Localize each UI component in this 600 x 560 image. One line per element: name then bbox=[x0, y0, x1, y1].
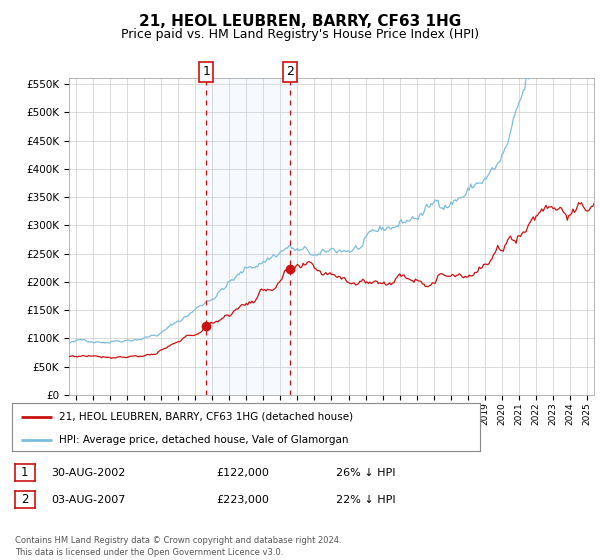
Bar bbox=[206, 78, 290, 395]
Text: 21, HEOL LEUBREN, BARRY, CF63 1HG: 21, HEOL LEUBREN, BARRY, CF63 1HG bbox=[139, 14, 461, 29]
Text: £122,000: £122,000 bbox=[216, 468, 269, 478]
Text: 1: 1 bbox=[202, 66, 211, 78]
Text: 30-AUG-2002: 30-AUG-2002 bbox=[51, 468, 125, 478]
Text: 2: 2 bbox=[21, 493, 29, 506]
Text: 2: 2 bbox=[286, 66, 295, 78]
Text: 1: 1 bbox=[21, 466, 29, 479]
Text: 03-AUG-2007: 03-AUG-2007 bbox=[51, 494, 125, 505]
Text: Contains HM Land Registry data © Crown copyright and database right 2024.
This d: Contains HM Land Registry data © Crown c… bbox=[15, 536, 341, 557]
Text: Price paid vs. HM Land Registry's House Price Index (HPI): Price paid vs. HM Land Registry's House … bbox=[121, 28, 479, 41]
Text: HPI: Average price, detached house, Vale of Glamorgan: HPI: Average price, detached house, Vale… bbox=[59, 435, 348, 445]
Text: 26% ↓ HPI: 26% ↓ HPI bbox=[336, 468, 395, 478]
Text: £223,000: £223,000 bbox=[216, 494, 269, 505]
Text: 22% ↓ HPI: 22% ↓ HPI bbox=[336, 494, 395, 505]
Text: 21, HEOL LEUBREN, BARRY, CF63 1HG (detached house): 21, HEOL LEUBREN, BARRY, CF63 1HG (detac… bbox=[59, 412, 353, 422]
